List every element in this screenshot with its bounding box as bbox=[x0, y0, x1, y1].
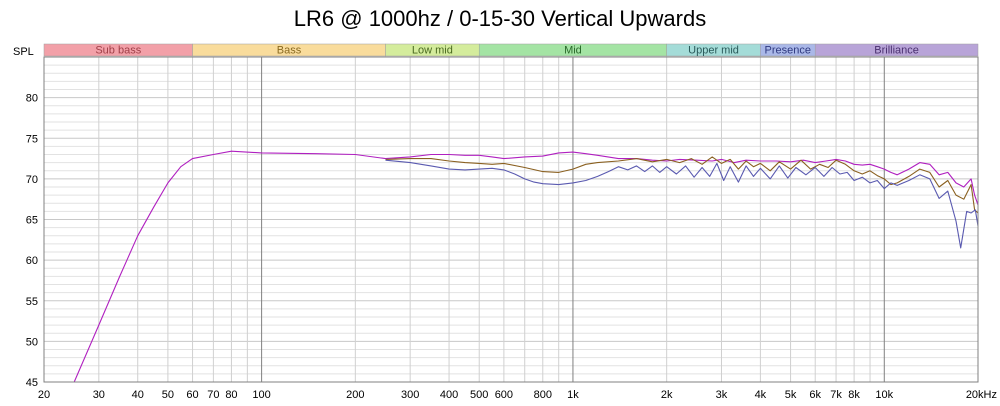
band-label-4: Upper mid bbox=[688, 45, 739, 57]
series-group bbox=[73, 150, 979, 383]
y-tick-label-3: 60 bbox=[26, 255, 38, 267]
x-tick-label-17: 4k bbox=[755, 389, 767, 401]
y-tick-label-2: 55 bbox=[26, 296, 38, 308]
x-tick-label-4: 60 bbox=[186, 389, 198, 401]
series-line-1 bbox=[385, 156, 979, 214]
band-label-1: Bass bbox=[277, 45, 302, 57]
band-6 bbox=[814, 43, 979, 57]
x-tick-label-1: 30 bbox=[93, 389, 105, 401]
x-tick-label-9: 300 bbox=[401, 389, 419, 401]
x-tick-label-22: 10k bbox=[875, 389, 893, 401]
x-tick-label-16: 3k bbox=[716, 389, 728, 401]
x-tick-label-13: 800 bbox=[534, 389, 552, 401]
frequency-bands: Sub bass Bass Low mid Mid Upper mid Presence B… bbox=[43, 43, 979, 57]
x-ticks: 20 30 40 50 60 70 80 100 200 300 400 500 600 800 1k 2k 3… bbox=[38, 389, 997, 401]
x-tick-label-6: 80 bbox=[225, 389, 237, 401]
chart-title: LR6 @ 1000hz / 0-15-30 Vertical Upwards bbox=[293, 6, 707, 31]
y-axis-label: SPL bbox=[13, 46, 34, 58]
y-tick-label-1: 50 bbox=[26, 336, 38, 348]
x-tick-label-15: 2k bbox=[661, 389, 673, 401]
x-tick-label-3: 50 bbox=[162, 389, 174, 401]
x-tick-label-19: 6k bbox=[809, 389, 821, 401]
series-line-0 bbox=[73, 150, 979, 383]
x-tick-label-14: 1k bbox=[567, 389, 579, 401]
y-tick-label-0: 45 bbox=[26, 377, 38, 389]
x-tick-label-7: 100 bbox=[252, 389, 270, 401]
x-tick-label-5: 70 bbox=[207, 389, 219, 401]
x-tick-label-20: 7k bbox=[830, 389, 842, 401]
series-line-2 bbox=[385, 159, 979, 249]
x-tick-label-2: 40 bbox=[132, 389, 144, 401]
band-label-3: Mid bbox=[564, 45, 582, 57]
x-tick-label-18: 5k bbox=[785, 389, 797, 401]
y-tick-label-6: 75 bbox=[26, 133, 38, 145]
band-label-5: Presence bbox=[765, 45, 811, 57]
y-ticks: 45 50 55 60 65 70 75 80 bbox=[26, 93, 38, 389]
plot-frame bbox=[43, 56, 979, 383]
x-tick-label-23: 20kHz bbox=[966, 389, 997, 401]
y-tick-label-7: 80 bbox=[26, 93, 38, 105]
x-tick-label-10: 400 bbox=[440, 389, 458, 401]
y-tick-label-5: 70 bbox=[26, 174, 38, 186]
x-tick-label-21: 8k bbox=[848, 389, 860, 401]
grid bbox=[43, 56, 979, 383]
band-label-0: Sub bass bbox=[95, 45, 141, 57]
x-tick-label-0: 20 bbox=[38, 389, 50, 401]
x-tick-label-12: 600 bbox=[495, 389, 513, 401]
band-label-2: Low mid bbox=[412, 45, 453, 57]
x-tick-label-11: 500 bbox=[470, 389, 488, 401]
x-tick-label-8: 200 bbox=[346, 389, 364, 401]
y-tick-label-4: 65 bbox=[26, 215, 38, 227]
band-label-6: Brilliance bbox=[874, 45, 919, 57]
